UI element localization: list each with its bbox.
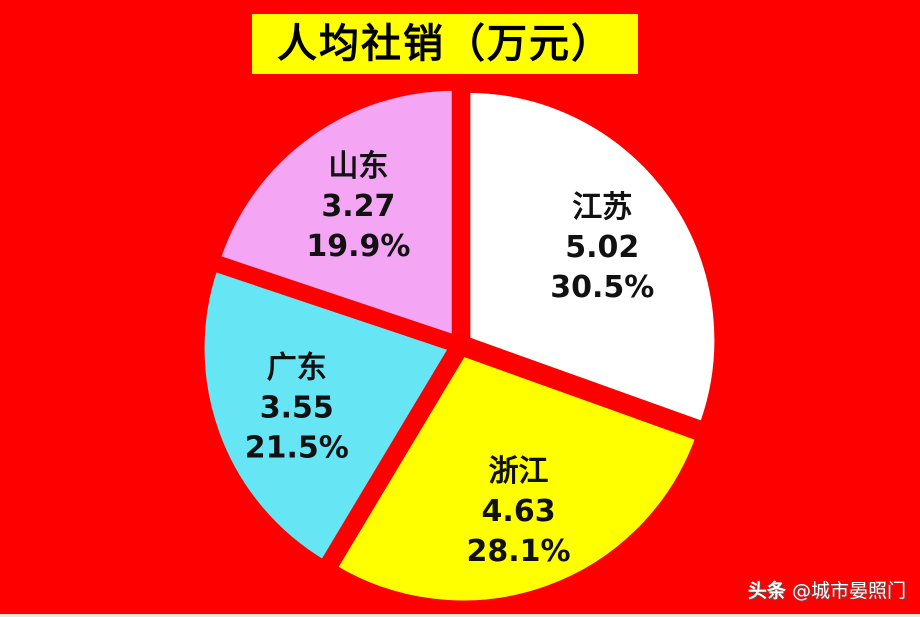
- watermark: 头条 @城市晏照门: [748, 576, 906, 603]
- pie-slice-3: [213, 84, 458, 342]
- slice-label: 山东 3.27 19.9%: [306, 149, 410, 264]
- bottom-border: [0, 614, 920, 617]
- slice-label: 广东 3.55 21.5%: [245, 350, 349, 465]
- chart-title: 人均社销（万元）: [252, 14, 638, 74]
- pie-slice-0: [464, 86, 721, 429]
- watermark-brand: 头条: [747, 580, 786, 602]
- watermark-handle: @城市晏照门: [791, 580, 906, 602]
- slice-name: 广东: [267, 350, 327, 385]
- slice-value: 5.02: [565, 230, 639, 265]
- slice-percent: 21.5%: [245, 430, 349, 465]
- slice-name: 江苏: [572, 190, 632, 225]
- slice-label: 浙江 4.63 28.1%: [467, 454, 571, 569]
- slice-name: 山东: [328, 149, 388, 184]
- slice-value: 4.63: [482, 494, 556, 529]
- slice-value: 3.27: [321, 189, 395, 224]
- pie-slice-1: [330, 349, 703, 607]
- pie-slice-2: [198, 264, 457, 567]
- slice-label: 江苏 5.02 30.5%: [550, 190, 654, 305]
- slice-name: 浙江: [489, 454, 549, 489]
- slice-value: 3.55: [260, 390, 334, 425]
- slice-percent: 19.9%: [306, 229, 410, 264]
- slice-percent: 30.5%: [550, 270, 654, 305]
- slice-percent: 28.1%: [467, 534, 571, 569]
